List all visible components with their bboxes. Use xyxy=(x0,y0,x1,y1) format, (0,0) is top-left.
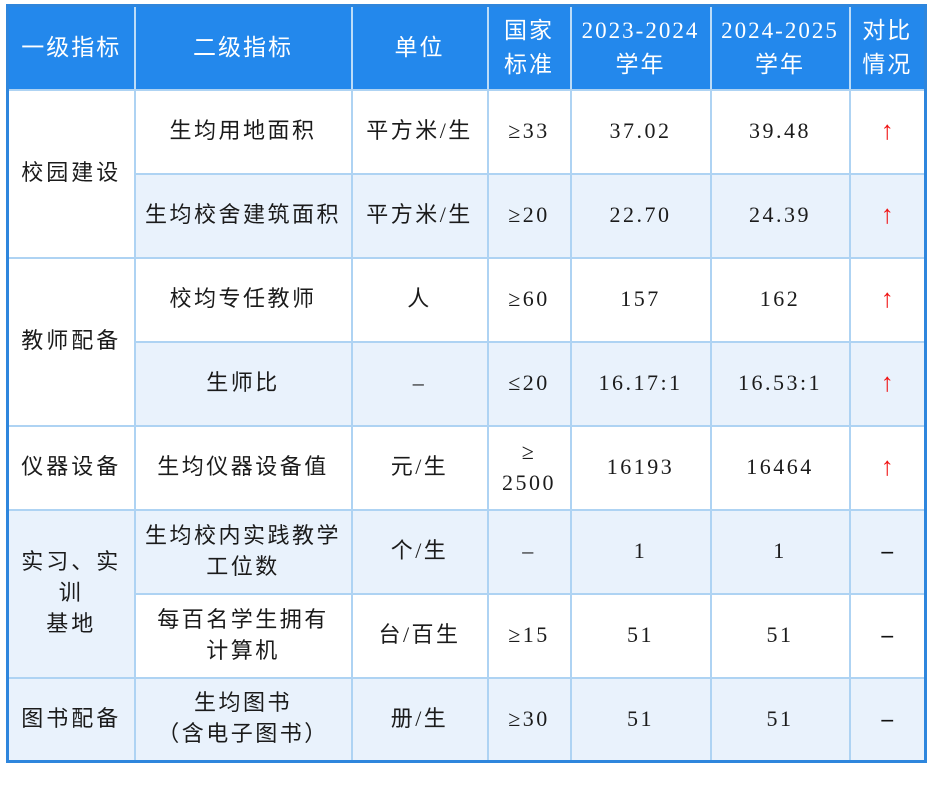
standard-cell: ≥33 xyxy=(486,88,572,175)
header-row: 一级指标 二级指标 单位 国家 标准 2023-2024 学年 2024-202… xyxy=(6,4,927,91)
standard-cell: ≥20 xyxy=(486,172,572,259)
table-row: 图书配备 生均图书 （含电子图书） 册/生 ≥30 51 51 – xyxy=(6,676,927,763)
table-row: 仪器设备 生均仪器设备值 元/生 ≥ 2500 16193 16464 ↑ xyxy=(6,424,927,511)
year-2425-value-cell: 162 xyxy=(709,256,851,343)
year-2425-value-cell: 16.53:1 xyxy=(709,340,851,427)
unit-cell: 元/生 xyxy=(350,424,489,511)
year-2324-value-cell: 51 xyxy=(569,592,712,679)
standard-cell: ≥15 xyxy=(486,592,572,679)
header-year-2024-2025: 2024-2025 学年 xyxy=(709,4,851,91)
year-2324-value-cell: 1 xyxy=(569,508,712,595)
secondary-indicator-cell: 生均校内实践教学 工位数 xyxy=(133,508,353,595)
unit-cell: 人 xyxy=(350,256,489,343)
secondary-indicator-cell: 生均图书 （含电子图书） xyxy=(133,676,353,763)
table-row: 每百名学生拥有 计算机 台/百生 ≥15 51 51 – xyxy=(8,592,927,679)
unit-cell: 册/生 xyxy=(350,676,489,763)
primary-indicator-cell-equipment: 仪器设备 xyxy=(6,424,136,511)
comparison-cell: ↑ xyxy=(848,256,927,343)
primary-indicator-cell-books: 图书配备 xyxy=(6,676,136,763)
primary-indicator-cell-campus: 校园建设 xyxy=(6,88,136,259)
table-row: 实习、实训 基地 生均校内实践教学 工位数 个/生 – 1 1 – xyxy=(6,508,927,679)
header-national-standard: 国家 标准 xyxy=(486,4,572,91)
unit-cell: 平方米/生 xyxy=(350,172,489,259)
standard-cell: ≤20 xyxy=(486,340,572,427)
secondary-indicator-cell: 生师比 xyxy=(133,340,353,427)
table-row: 生师比 – ≤20 16.17:1 16.53:1 ↑ xyxy=(8,340,927,427)
header-comparison: 对比 情况 xyxy=(848,4,927,91)
year-2324-value-cell: 51 xyxy=(569,676,712,763)
standard-cell: ≥ 2500 xyxy=(486,424,572,511)
comparison-cell: ↑ xyxy=(848,424,927,511)
year-2425-value-cell: 39.48 xyxy=(709,88,851,175)
standard-cell: ≥30 xyxy=(486,676,572,763)
table-row: 教师配备 校均专任教师 人 ≥60 157 162 ↑ xyxy=(6,256,927,427)
header-unit: 单位 xyxy=(350,4,489,91)
comparison-cell: – xyxy=(848,508,927,595)
table-row: 生均校舍建筑面积 平方米/生 ≥20 22.70 24.39 ↑ xyxy=(8,172,927,259)
unit-cell: – xyxy=(350,340,489,427)
year-2324-value-cell: 157 xyxy=(569,256,712,343)
year-2425-value-cell: 16464 xyxy=(709,424,851,511)
secondary-indicator-cell: 校均专任教师 xyxy=(133,256,353,343)
year-2425-value-cell: 1 xyxy=(709,508,851,595)
table-row: 校园建设 生均用地面积 平方米/生 ≥33 37.02 39.48 ↑ xyxy=(6,88,927,259)
year-2425-value-cell: 51 xyxy=(709,592,851,679)
comparison-cell: – xyxy=(848,592,927,679)
comparison-cell: ↑ xyxy=(848,172,927,259)
unit-cell: 个/生 xyxy=(350,508,489,595)
standard-cell: ≥60 xyxy=(486,256,572,343)
secondary-indicator-cell: 每百名学生拥有 计算机 xyxy=(133,592,353,679)
secondary-indicator-cell: 生均用地面积 xyxy=(133,88,353,175)
secondary-indicator-cell: 生均仪器设备值 xyxy=(133,424,353,511)
comparison-cell: ↑ xyxy=(848,340,927,427)
unit-cell: 台/百生 xyxy=(350,592,489,679)
header-level2-indicator: 二级指标 xyxy=(133,4,353,91)
year-2324-value-cell: 37.02 xyxy=(569,88,712,175)
comparison-cell: – xyxy=(848,676,927,763)
comparison-cell: ↑ xyxy=(848,88,927,175)
year-2324-value-cell: 16.17:1 xyxy=(569,340,712,427)
primary-indicator-cell-training-base: 实习、实训 基地 xyxy=(6,508,136,679)
year-2324-value-cell: 16193 xyxy=(569,424,712,511)
year-2425-value-cell: 24.39 xyxy=(709,172,851,259)
year-2425-value-cell: 51 xyxy=(709,676,851,763)
unit-cell: 平方米/生 xyxy=(350,88,489,175)
year-2324-value-cell: 22.70 xyxy=(569,172,712,259)
header-level1-indicator: 一级指标 xyxy=(6,4,136,91)
secondary-indicator-cell: 生均校舍建筑面积 xyxy=(133,172,353,259)
header-year-2023-2024: 2023-2024 学年 xyxy=(569,4,712,91)
indicator-comparison-table: 一级指标 二级指标 单位 国家 标准 2023-2024 学年 2024-202… xyxy=(6,4,927,763)
standard-cell: – xyxy=(486,508,572,595)
primary-indicator-cell-teachers: 教师配备 xyxy=(6,256,136,427)
